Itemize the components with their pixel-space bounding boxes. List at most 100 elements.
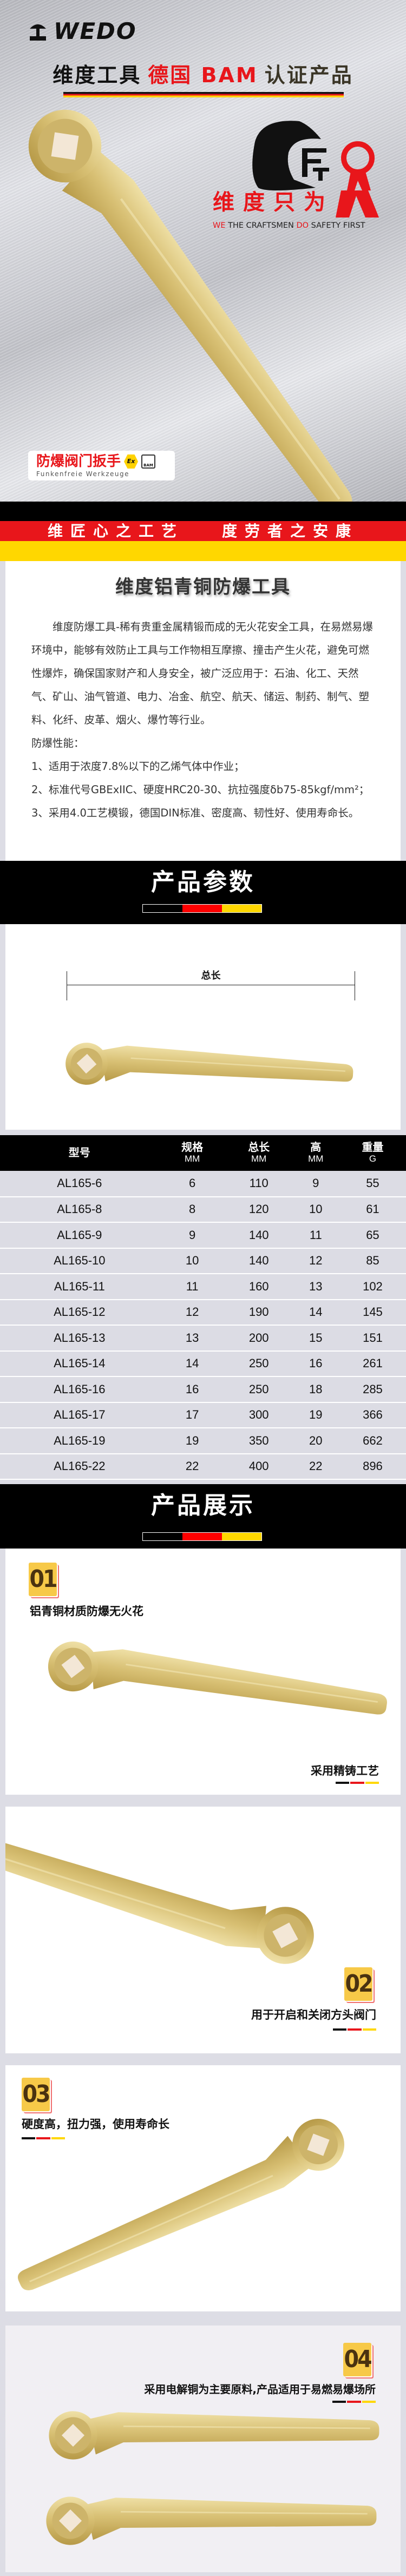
table-row: AL165-13 13 200 15 151 [0,1325,406,1352]
table-row: AL165-19 19 350 20 662 [0,1428,406,1454]
brand-slogan-en: WE THE CRAFTSMEN DO SAFETY FIRST [213,221,365,230]
table-cell: 61 [339,1196,406,1223]
table-cell: 16 [292,1350,339,1377]
german-flag-stripe [63,92,344,97]
performance-item: 2、标准代号GBExIIC、硬度HRC20-30、抗拉强度δb75-85kgf/… [31,783,370,796]
wedo-ribbon-icon [336,190,379,218]
slogan-do: DO [296,221,309,230]
col-model: 型号 [0,1135,159,1171]
showcase-wrench-image [44,1637,390,1736]
col-unit: G [369,1154,377,1164]
slogan-craftsmen: THE CRAFTSMEN [225,221,297,230]
col-weight: 重量 G [339,1135,406,1171]
col-name: 型号 [68,1147,90,1159]
feature-badge: 04 [343,2343,372,2376]
wedo-logo: WEDO [28,18,137,44]
showcase-wrench-pair-image [45,2410,380,2546]
table-cell: 11 [159,1274,226,1300]
table-cell: 160 [225,1274,292,1300]
table-cell: AL165-12 [0,1299,159,1326]
table-cell: 10 [159,1248,226,1274]
table-cell: 140 [225,1222,292,1249]
showcase-card-4: 04 采用电解铜为主要原料,产品适用于易燃易爆场所 [5,2325,401,2572]
table-cell: 20 [292,1428,339,1454]
table-cell: 8 [159,1196,226,1223]
logo-text: WEDO [54,18,137,44]
table-cell: 13 [292,1274,339,1300]
slogan-we: WE [213,221,226,230]
col-size: 规格 MM [159,1135,226,1171]
table-cell: 261 [339,1350,406,1377]
feature-caption: 硬度高，扭力强，使用寿命长 [22,2118,169,2131]
table-cell: 151 [339,1325,406,1352]
feature-caption: 采用电解铜为主要原料,产品适用于易燃易爆场所 [144,2383,376,2396]
cft-brand-logo [252,121,375,190]
intro-card: 维度铝青铜防爆工具 维度防爆工具-稀有贵重金属精锻而成的无火花安全工具，在易燃易… [5,561,401,861]
table-row: AL165-22 22 400 22 896 [0,1453,406,1480]
table-cell: 13 [159,1325,226,1352]
ex-certification-icon: Ex [124,454,139,469]
intro-title: 维度铝青铜防爆工具 [115,576,291,598]
table-row: AL165-11 11 160 13 102 [0,1274,406,1300]
table-row: AL165-6 6 110 9 55 [0,1171,406,1197]
table-cell: 190 [225,1299,292,1326]
table-cell: 6 [159,1171,226,1197]
headline-certified: 认证产品 [264,63,353,87]
table-cell: 9 [292,1171,339,1197]
feature-badge: 03 [22,2078,51,2111]
params-section-header: 产品参数 [0,861,406,924]
feature-caption: 铝青铜材质防爆无火花 [30,1604,143,1618]
table-cell: 19 [292,1402,339,1428]
table-cell: 102 [339,1274,406,1300]
dimension-wrench-image [63,1040,355,1099]
table-cell: 12 [292,1248,339,1274]
feature-caption-secondary: 采用精铸工艺 [311,1764,379,1777]
product-label: 防爆阀门扳手 Ex BAM Funkenfreie Werkzeuge [28,451,175,480]
table-cell: 896 [339,1453,406,1480]
col-unit: MM [308,1154,324,1164]
col-name: 总长 [248,1142,270,1154]
table-cell: 18 [292,1376,339,1403]
table-cell: 145 [339,1299,406,1326]
brand-slogan-cn: 维度只为 [213,190,334,215]
table-cell: 22 [292,1453,339,1480]
showcase-card-3: 03 硬度高，扭力强，使用寿命长 [5,2065,401,2311]
intro-text: 维度防爆工具-稀有贵重金属精锻而成的无火花安全工具，在易燃易爆环境中，能够有效防… [31,615,378,825]
table-row: AL165-10 10 140 12 85 [0,1248,406,1274]
band-black [0,502,406,521]
table-cell: AL165-10 [0,1248,159,1274]
table-cell: 200 [225,1325,292,1352]
table-cell: AL165-6 [0,1171,159,1197]
table-cell: 12 [159,1299,226,1326]
table-cell: 300 [225,1402,292,1428]
table-cell: 85 [339,1248,406,1274]
table-cell: AL165-17 [0,1402,159,1428]
performance-item: 1、适用于浓度7.8%以下的乙烯气体中作业； [31,760,245,773]
table-cell: 285 [339,1376,406,1403]
table-row: AL165-12 12 190 14 145 [0,1299,406,1326]
flag-mini-bar [336,1782,379,1784]
table-header-row: 型号 规格 MM 总长 MM 高 MM 重量 G [0,1135,406,1171]
showcase-card-2: 02 用于开启和关闭方头阀门 [5,1807,401,2053]
showcase-wrench-image [6,2110,353,2303]
table-cell: AL165-8 [0,1196,159,1223]
col-length: 总长 MM [225,1135,292,1171]
col-unit: MM [251,1154,267,1164]
params-section-title: 产品参数 [151,868,255,896]
showcase-section-title: 产品展示 [151,1492,255,1519]
table-cell: 16 [159,1376,226,1403]
feature-caption: 用于开启和关闭方头阀门 [251,2008,376,2021]
col-name: 重量 [362,1142,384,1154]
table-cell: 662 [339,1428,406,1454]
table-cell: 350 [225,1428,292,1454]
slogan-safety: SAFETY FIRST [309,221,365,230]
table-cell: 22 [159,1453,226,1480]
showcase-card-1: 01 铝青铜材质防爆无火花 采用精铸工艺 [5,1549,401,1795]
col-height: 高 MM [292,1135,339,1171]
table-cell: AL165-9 [0,1222,159,1249]
spec-table: 型号 规格 MM 总长 MM 高 MM 重量 G AL165-6 6 110 9 55 AL165… [0,1135,406,1480]
table-row: AL165-16 16 250 18 285 [0,1376,406,1403]
table-cell: 9 [159,1222,226,1249]
product-label-subtitle: Funkenfreie Werkzeuge [36,470,129,478]
